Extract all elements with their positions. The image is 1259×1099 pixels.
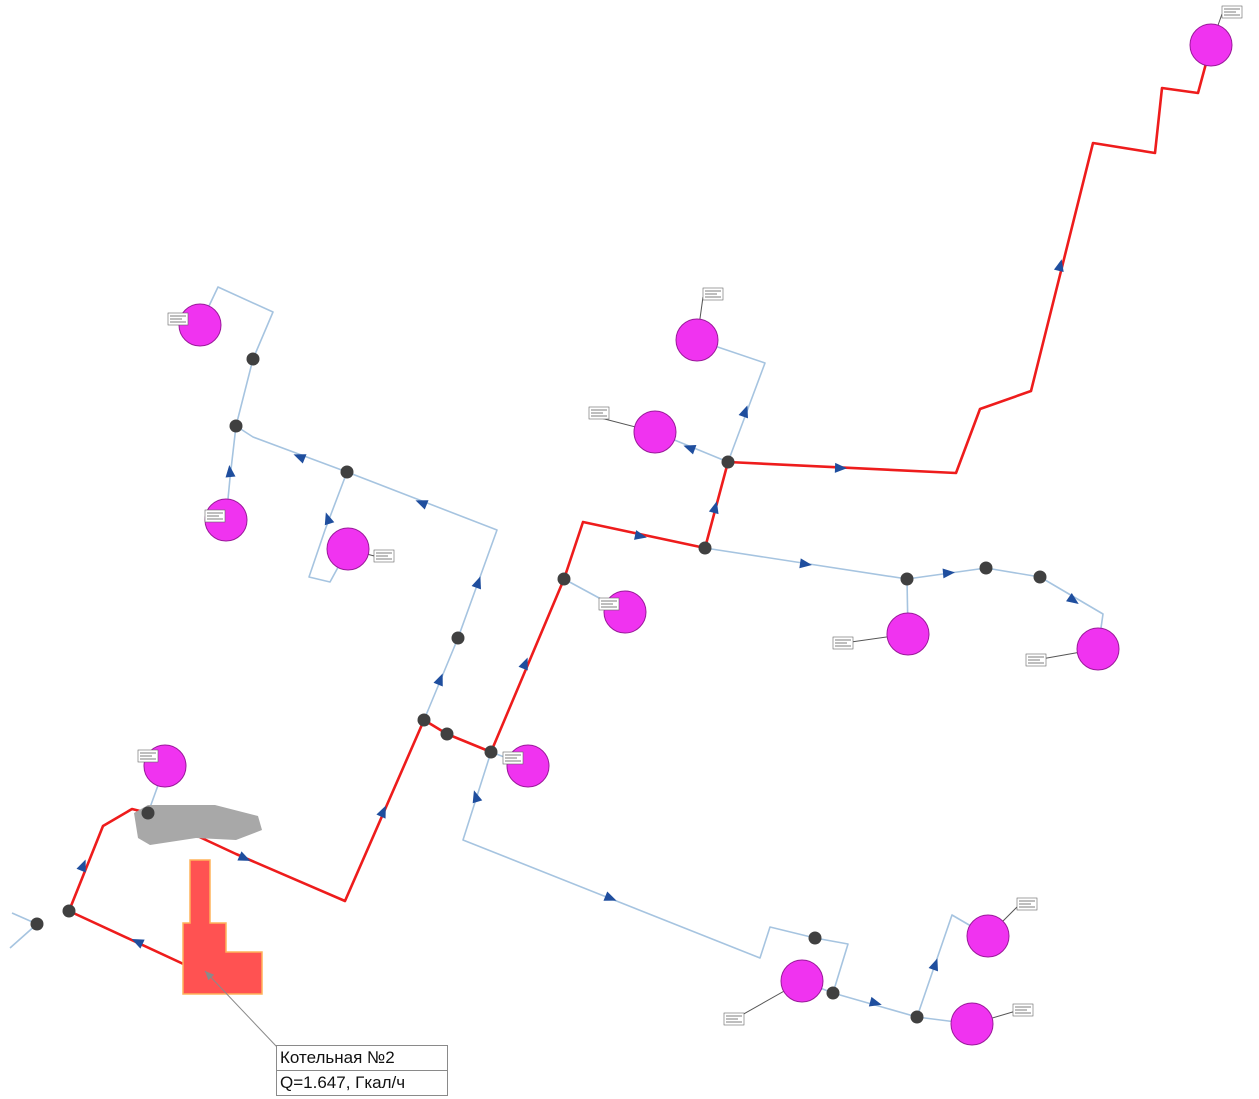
- pipe-node-icon[interactable]: [340, 465, 354, 479]
- branch-pipe: [235, 425, 498, 721]
- flow-direction-arrow-icon: [834, 462, 847, 473]
- consumer-tag-icon: [832, 636, 854, 650]
- boiler-capacity: Q=1.647, Гкал/ч: [277, 1070, 447, 1095]
- consumer-tag-icon: [723, 1012, 745, 1026]
- consumer-tag-icon: [204, 509, 226, 523]
- pipe-node-icon[interactable]: [484, 745, 498, 759]
- pipe-node-icon[interactable]: [557, 572, 571, 586]
- consumer-icon[interactable]: [950, 1002, 994, 1046]
- pipe-node-icon[interactable]: [229, 419, 243, 433]
- consumer-tag-icon: [1016, 897, 1038, 911]
- pipe-node-icon[interactable]: [246, 352, 260, 366]
- pipe-node-icon[interactable]: [1033, 570, 1047, 584]
- consumer-icon[interactable]: [675, 318, 719, 362]
- flow-direction-arrow-icon: [634, 530, 647, 540]
- branch-pipe: [199, 286, 274, 427]
- consumer-icon[interactable]: [886, 612, 930, 656]
- consumer-tag-icon: [502, 751, 524, 765]
- flow-direction-arrow-icon: [376, 805, 386, 819]
- consumer-icon[interactable]: [780, 959, 824, 1003]
- pipe-node-icon[interactable]: [451, 631, 465, 645]
- label-leaders: [147, 13, 1223, 1025]
- pipe-nodes: [30, 352, 1047, 1024]
- flow-direction-arrow-icon: [603, 891, 617, 901]
- flow-direction-arrow-icon: [942, 568, 955, 579]
- consumer-tag-icon: [588, 406, 610, 420]
- flow-direction-arrow-icon: [293, 454, 307, 464]
- building-footprint: [134, 805, 262, 845]
- consumer-tag-icon: [702, 287, 724, 301]
- pipe-node-icon[interactable]: [698, 541, 712, 555]
- flow-direction-arrow-icon: [415, 500, 429, 510]
- boiler-callout-leader: [204, 970, 278, 1048]
- consumer-icon[interactable]: [326, 527, 370, 571]
- consumer-icon[interactable]: [966, 914, 1010, 958]
- consumer-icon[interactable]: [603, 590, 647, 634]
- consumer-tag-icon: [167, 312, 189, 326]
- flow-direction-arrow-icon: [131, 939, 145, 949]
- boiler-name: Котельная №2: [280, 1048, 395, 1067]
- boiler-callout[interactable]: Котельная №2 Q=1.647, Гкал/ч: [276, 1045, 448, 1096]
- pipe-node-icon[interactable]: [417, 713, 431, 727]
- branch-pipe: [704, 547, 1104, 650]
- flow-direction-arrow-icon: [225, 465, 236, 478]
- consumer-icon[interactable]: [633, 410, 677, 454]
- flow-direction-arrow-icon: [799, 558, 812, 569]
- flow-direction-arrow-icon: [1053, 259, 1064, 273]
- consumer-tag-icon: [1012, 1003, 1034, 1017]
- pipe-node-icon[interactable]: [826, 986, 840, 1000]
- pipe-node-icon[interactable]: [721, 455, 735, 469]
- flow-direction-arrow-icon: [324, 512, 335, 526]
- pipe-node-icon[interactable]: [141, 806, 155, 820]
- flow-direction-arrow-icon: [738, 405, 748, 419]
- consumer-icon[interactable]: [1076, 627, 1120, 671]
- callout-arrowhead-icon: [205, 971, 215, 981]
- flow-direction-arrow-icon: [683, 445, 697, 455]
- branch-pipe: [308, 471, 349, 583]
- flow-direction-arrow-icon: [518, 657, 528, 671]
- flow-direction-arrow-icon: [76, 859, 86, 873]
- callout-leader-line: [204, 970, 278, 1048]
- pipe-node-icon[interactable]: [62, 904, 76, 918]
- flow-direction-arrow-icon: [237, 851, 251, 861]
- consumer-icon[interactable]: [1189, 23, 1233, 67]
- flow-direction-arrow-icon: [1066, 593, 1079, 605]
- consumer-tag-icon: [598, 597, 620, 611]
- branch-pipe: [462, 751, 849, 994]
- flow-direction-arrow-icon: [471, 576, 481, 590]
- consumer-tag-icon: [1025, 653, 1047, 667]
- branch-pipes: [9, 286, 1104, 1025]
- flow-direction-arrow-icon: [472, 790, 483, 804]
- pipe-node-icon[interactable]: [30, 917, 44, 931]
- consumer-tag-icon: [373, 549, 395, 563]
- pipe-node-icon[interactable]: [910, 1010, 924, 1024]
- main-pipe: [67, 44, 1213, 912]
- site-objects: [134, 805, 263, 995]
- pipe-node-icon[interactable]: [900, 572, 914, 586]
- pipe-node-icon[interactable]: [440, 727, 454, 741]
- boiler-house-icon[interactable]: [182, 859, 263, 995]
- branch-pipe: [9, 912, 38, 949]
- consumer-tag-icon: [137, 749, 159, 763]
- consumer-tags: [137, 5, 1243, 1026]
- pipe-node-icon[interactable]: [979, 561, 993, 575]
- consumers: [143, 23, 1233, 1046]
- pipe-node-icon[interactable]: [808, 931, 822, 945]
- flow-direction-arrow-icon: [868, 996, 882, 1007]
- flow-direction-arrow-icon: [708, 501, 719, 515]
- consumer-icon[interactable]: [506, 744, 550, 788]
- branch-pipe: [696, 339, 766, 463]
- flow-direction-arrow-icon: [928, 958, 938, 972]
- consumer-tag-icon: [1221, 5, 1243, 19]
- flow-arrows: [76, 259, 1079, 1007]
- flow-direction-arrow-icon: [433, 673, 443, 687]
